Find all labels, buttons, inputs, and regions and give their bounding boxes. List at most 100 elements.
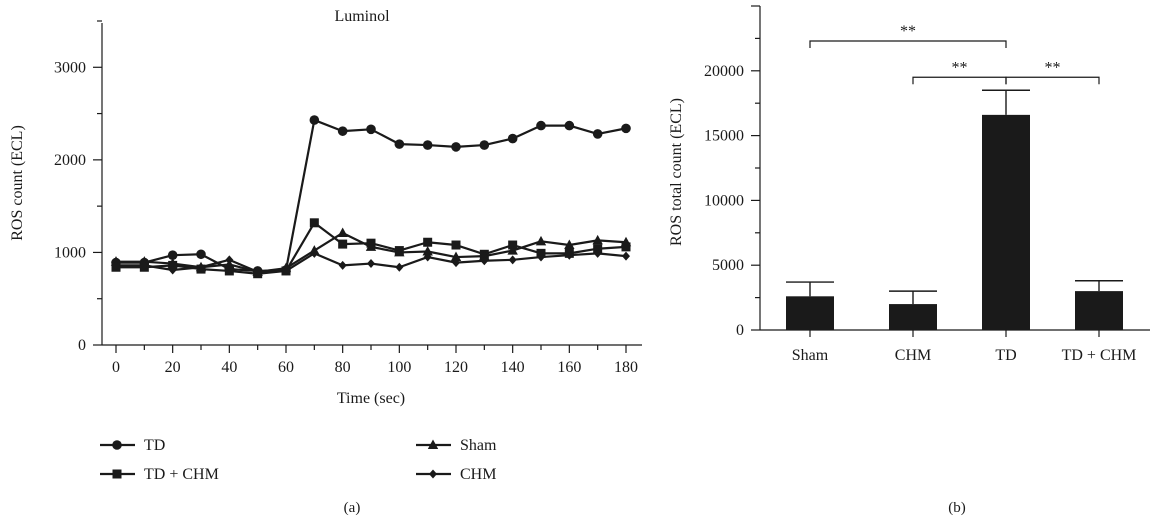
data-point-diamond <box>112 260 120 270</box>
data-point-diamond <box>168 265 177 275</box>
data-point-square <box>621 242 631 252</box>
data-point-square <box>451 240 461 250</box>
series-group <box>110 115 632 279</box>
bar-chm: CHM <box>889 290 937 364</box>
chart-title: Luminol <box>334 8 390 25</box>
data-point-diamond <box>537 252 545 262</box>
legend-entry: TD + CHM <box>100 466 219 483</box>
legend-label: CHM <box>460 466 496 483</box>
data-point-triangle <box>337 227 348 237</box>
data-point-triangle <box>394 246 405 257</box>
data-point-circle <box>196 249 206 260</box>
data-point-diamond <box>395 262 404 272</box>
data-point-diamond <box>429 469 437 479</box>
x-tick-label: 180 <box>614 359 638 376</box>
series-td <box>111 115 631 276</box>
y-tick-label: 5000 <box>712 257 744 274</box>
significance-bracket: ** <box>809 23 1007 48</box>
x-tick-label: Sham <box>792 347 829 364</box>
legend-entry: CHM <box>416 466 496 483</box>
data-point-circle <box>592 129 603 139</box>
y-axis-label: ROS count (ECL) <box>9 125 26 241</box>
significance-label: ** <box>1045 59 1061 76</box>
data-point-diamond <box>622 251 630 261</box>
bar-sham: Sham <box>786 281 834 364</box>
significance-bracket: ** <box>1005 59 1100 85</box>
bar-td: TD <box>982 89 1030 364</box>
data-point-circle <box>564 120 575 131</box>
data-point-diamond <box>197 262 205 272</box>
y-tick-label: 15000 <box>704 128 744 145</box>
panel-label: (b) <box>948 500 966 516</box>
data-point-triangle <box>507 245 518 255</box>
data-point-triangle <box>365 241 377 251</box>
data-point-diamond <box>310 248 319 258</box>
data-point-circle <box>422 140 433 150</box>
y-tick-label: 0 <box>736 322 744 339</box>
x-tick-label: 120 <box>444 359 468 376</box>
data-point-diamond <box>452 258 460 268</box>
y-tick-label: 2000 <box>54 152 86 169</box>
data-point-triangle <box>427 439 439 449</box>
x-tick-label: CHM <box>895 347 931 364</box>
data-point-diamond <box>338 260 347 270</box>
data-point-circle <box>337 126 348 136</box>
legend: TD TD + CHM Sham CHM <box>100 437 497 483</box>
y-tick-label: 20000 <box>704 63 744 80</box>
data-point-diamond <box>423 252 432 262</box>
y-tick-label: 0 <box>78 337 86 354</box>
data-point-triangle <box>620 236 632 247</box>
series-chm <box>112 248 630 277</box>
data-point-diamond <box>593 248 602 258</box>
significance-bracket: ** <box>912 59 1007 85</box>
data-point-triangle <box>535 235 547 246</box>
axes: 0 1000 2000 3000 0 20 40 60 80 100 120 140 160 180 <box>54 20 642 376</box>
data-point-triangle <box>450 251 462 262</box>
bar <box>982 114 1030 330</box>
data-point-circle <box>621 123 631 134</box>
data-point-diamond <box>140 260 149 270</box>
data-point-circle <box>451 142 461 152</box>
y-tick-label: 3000 <box>54 59 86 76</box>
panel-label: (a) <box>344 500 361 516</box>
bar <box>889 304 937 330</box>
data-point-square <box>112 469 122 479</box>
data-point-diamond <box>565 250 574 260</box>
bars-group: Sham CHM TD TD + CHM <box>786 89 1136 364</box>
data-point-square <box>224 266 234 276</box>
data-point-diamond <box>253 267 262 277</box>
bar <box>786 296 834 330</box>
x-tick-label: 160 <box>557 359 581 376</box>
data-point-circle <box>366 124 376 135</box>
y-tick-label: 1000 <box>54 244 86 261</box>
data-point-diamond <box>508 255 517 265</box>
x-tick-label: 140 <box>501 359 525 376</box>
data-point-circle <box>479 140 490 150</box>
x-tick-label: TD <box>995 347 1016 364</box>
data-point-square <box>309 218 319 228</box>
bracket-line <box>1005 76 1100 85</box>
data-point-triangle <box>479 250 490 261</box>
significance-brackets: ** ** ** <box>809 23 1100 85</box>
axes: 0 5000 10000 15000 20000 <box>704 5 1150 339</box>
significance-label: ** <box>952 59 968 76</box>
data-point-square <box>508 240 518 250</box>
legend-entry: TD <box>100 437 165 454</box>
data-point-square <box>423 237 433 247</box>
data-point-circle <box>507 133 518 144</box>
data-point-triangle <box>422 246 433 256</box>
x-tick-label: 40 <box>221 359 237 376</box>
bar <box>1075 291 1123 330</box>
data-point-circle <box>167 250 178 261</box>
data-point-circle <box>309 115 320 125</box>
data-point-diamond <box>225 255 234 265</box>
data-point-circle <box>536 120 546 131</box>
data-point-square <box>338 239 348 249</box>
data-point-square <box>593 244 603 254</box>
line-chart-panel: Luminol ROS count (ECL) Time (sec) (a) 0… <box>9 8 642 516</box>
bracket-line <box>809 40 1007 48</box>
bracket-line <box>912 76 1007 85</box>
x-tick-label: 80 <box>335 359 351 376</box>
y-tick-label: 10000 <box>704 192 744 209</box>
data-point-triangle <box>564 239 575 250</box>
